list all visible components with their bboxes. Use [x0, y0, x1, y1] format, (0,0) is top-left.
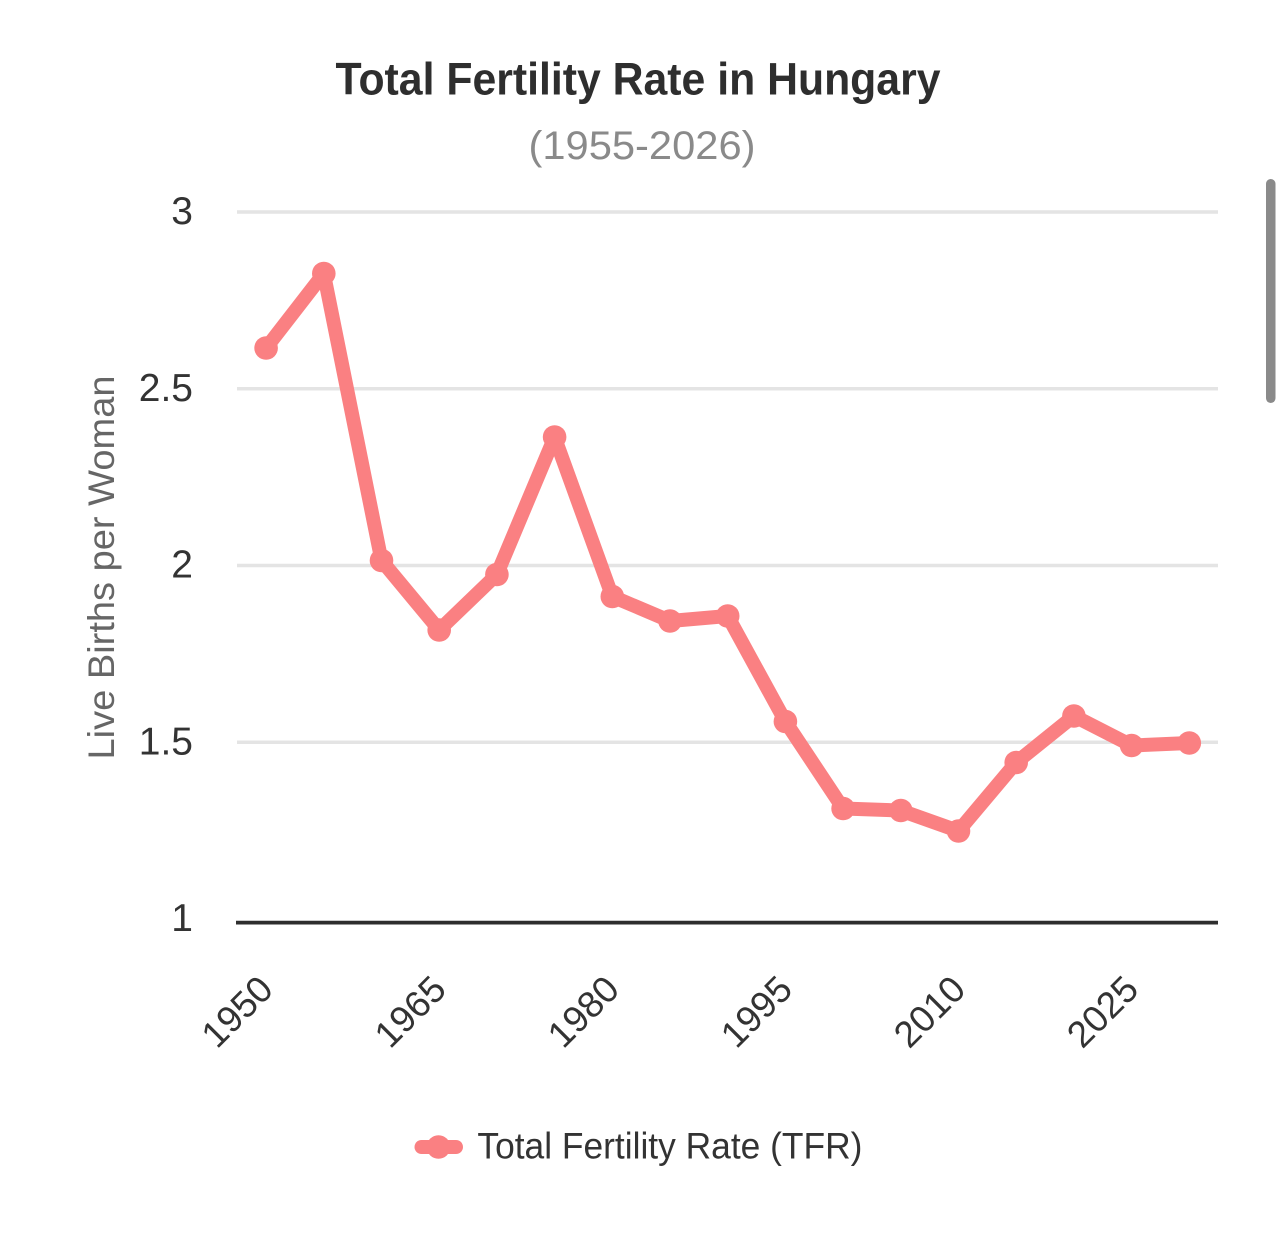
svg-text:1: 1: [171, 897, 193, 940]
svg-text:Total Fertility Rate in Hungar: Total Fertility Rate in Hungary: [336, 54, 941, 105]
svg-text:1.5: 1.5: [139, 720, 193, 763]
svg-text:(1955-2026): (1955-2026): [529, 124, 756, 168]
svg-text:2: 2: [171, 544, 193, 587]
svg-text:2.5: 2.5: [139, 367, 193, 410]
svg-text:3: 3: [171, 190, 193, 233]
svg-text:Live Births per Woman: Live Births per Woman: [81, 376, 122, 760]
svg-text:Total Fertility Rate (TFR): Total Fertility Rate (TFR): [477, 1125, 862, 1166]
